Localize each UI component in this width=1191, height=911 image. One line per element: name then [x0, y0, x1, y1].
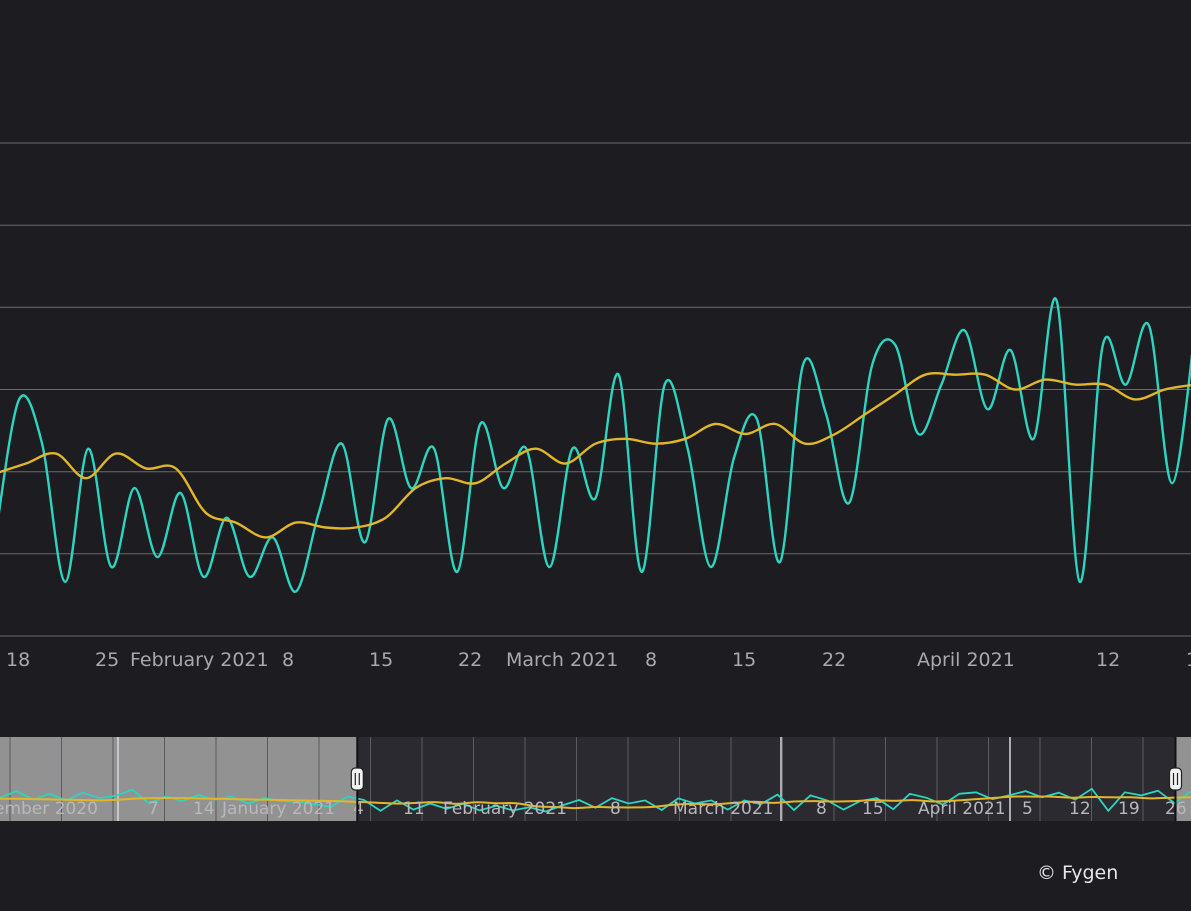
navigator-tick-label: 4	[353, 799, 364, 819]
x-tick-label: 12	[1096, 649, 1120, 671]
navigator-tick-label: 8	[610, 799, 621, 819]
navigator-tick-label: February 2021	[443, 799, 567, 819]
x-tick-label: 25	[95, 649, 119, 671]
x-tick-label: 22	[458, 649, 482, 671]
navigator-tick-label: 8	[816, 799, 827, 819]
navigator-handle-left[interactable]	[350, 767, 364, 791]
navigator-tick-label: 12	[1069, 799, 1091, 819]
navigator-handle-right[interactable]	[1168, 767, 1183, 791]
main-gridlines	[0, 142, 1191, 637]
x-tick-label: 15	[732, 649, 756, 671]
navigator-tick-label: 15	[862, 799, 884, 819]
x-tick-label: 8	[645, 649, 657, 671]
navigator-tick-label: April 2021	[918, 799, 1006, 819]
navigator-outside-left	[0, 737, 358, 821]
x-tick-label: March 2021	[506, 649, 618, 671]
navigator-series-average	[0, 795, 1191, 810]
main-x-axis: 18 25 February 2021 8 15 22 March 2021 8 15 22 Apr…	[6, 649, 1191, 671]
navigator-tick-label: January 2021	[221, 799, 335, 819]
x-tick-label: April 2021	[917, 649, 1015, 671]
x-tick-label: February 2021	[130, 649, 269, 671]
x-tick-label: 22	[822, 649, 846, 671]
navigator-tick-label: 14	[193, 799, 215, 819]
navigator-tick-label: 19	[1118, 799, 1140, 819]
navigator-tick-label: March 2021	[673, 799, 774, 819]
navigator-tick-label: ember 2020	[0, 799, 98, 819]
navigator-tick-label: 11	[403, 799, 425, 819]
handle-body[interactable]	[350, 767, 364, 791]
main-plot-area	[0, 297, 1191, 593]
x-tick-label: 8	[282, 649, 294, 671]
handle-body[interactable]	[1168, 767, 1183, 791]
navigator-tick-label: 7	[148, 799, 159, 819]
x-tick-label: 1	[1186, 649, 1191, 671]
credit-text[interactable]: © Fygen	[1037, 862, 1118, 884]
series-line-primary	[0, 297, 1191, 593]
navigator[interactable]: ember 2020 7 14 January 2021 4 11 February 202…	[0, 737, 1191, 821]
x-tick-label: 18	[6, 649, 30, 671]
series-line-average	[0, 372, 1191, 539]
navigator-tick-label: 5	[1022, 799, 1033, 819]
x-tick-label: 15	[369, 649, 393, 671]
